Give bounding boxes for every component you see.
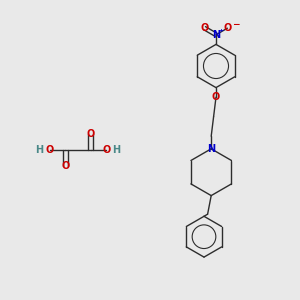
Text: −: − (232, 20, 240, 29)
Text: O: O (200, 23, 209, 33)
Text: O: O (102, 145, 110, 155)
Text: H: H (112, 145, 121, 155)
Text: O: O (46, 145, 54, 155)
Text: O: O (223, 23, 232, 33)
Text: +: + (218, 28, 224, 32)
Text: H: H (35, 145, 44, 155)
Text: O: O (212, 92, 220, 102)
Text: N: N (212, 30, 220, 40)
Text: O: O (86, 129, 95, 140)
Text: N: N (207, 144, 215, 154)
Text: O: O (61, 160, 70, 171)
